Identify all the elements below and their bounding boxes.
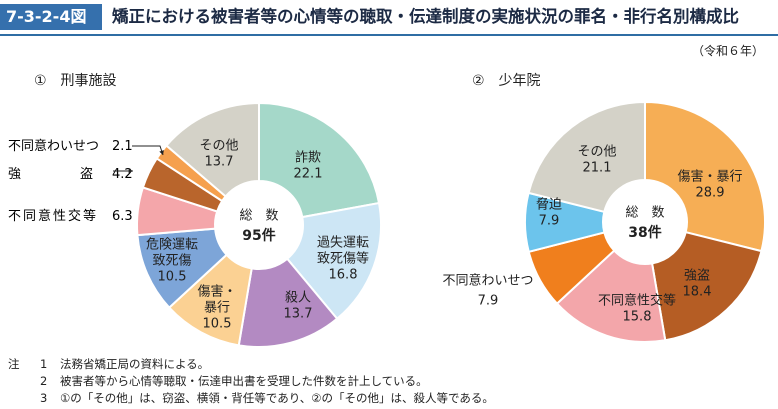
slice-label-outside: 不同意わいせつ 7.9 [442, 273, 533, 309]
note-number: 1 [40, 357, 48, 371]
leader-arrowhead [159, 150, 164, 155]
slice-label-outside: 強盗 4.2 [8, 166, 133, 182]
note-row: 3 ①の「その他」は、窃盗、横領・背任等であり、②の「その他」は、殺人等である。 [8, 390, 494, 407]
figure-title: 矯正における被害者等の心情等の聴取・伝達制度の実施状況の罪名・非行名別構成比 [112, 7, 739, 26]
donut-slice-prison-2 [237, 257, 339, 348]
slice-label: 過失運転致死傷等 16.8 [317, 236, 369, 283]
slice-label: 危険運転致死傷 10.5 [146, 238, 198, 285]
slice-label: 強盗 18.4 [683, 268, 712, 300]
note-text: ①の「その他」は、窃盗、横領・背任等であり、②の「その他」は、殺人等である。 [60, 391, 494, 405]
slice-label: 詐欺 22.1 [294, 150, 323, 182]
donut-slice-juvenile-2 [555, 249, 667, 343]
note-number: 2 [40, 374, 48, 388]
center-total-label: 総 数 [239, 209, 278, 224]
note-row: 注 1 法務省矯正局の資料による。 [8, 356, 494, 373]
leader-arrowhead [128, 168, 133, 174]
slice-label: 脅迫 7.9 [536, 198, 562, 229]
donut-slice-prison-0 [258, 101, 381, 219]
notes-label: 注 [8, 357, 20, 371]
donut-slice-prison-1 [285, 201, 382, 321]
slice-label: その他 21.1 [577, 145, 616, 176]
slice-label: 傷害・暴行 10.5 [197, 284, 236, 332]
chart-title-prison: ① 刑事施設 [34, 73, 117, 89]
center-total-value: 38件 [628, 224, 661, 241]
chart-title-juvenile: ② 少年院 [472, 73, 541, 89]
donut-slice-juvenile-0 [644, 100, 766, 253]
slice-label: 傷害・暴行 28.9 [677, 169, 742, 201]
donut-slice-juvenile-1 [650, 230, 763, 342]
note-text: 法務省矯正局の資料による。 [60, 357, 210, 371]
notes: 注 1 法務省矯正局の資料による。 2 被害者等から心情等聴取・伝達申出書を受理… [8, 356, 494, 407]
note-number: 3 [40, 391, 48, 405]
year-note: （令和６年） [691, 44, 764, 58]
title-bar: 7-3-2-4図 矯正における被害者等の心情等の聴取・伝達制度の実施状況の罪名・… [0, 0, 778, 36]
donut-slice-prison-8 [165, 101, 260, 198]
slice-label-outside: 不同意わいせつ 2.1 [8, 138, 133, 154]
slice-label: 殺人 13.7 [284, 291, 313, 322]
slice-label: その他 13.7 [199, 139, 238, 170]
slice-label: 不同意性交等 15.8 [598, 293, 676, 325]
donut-slice-juvenile-5 [527, 100, 646, 214]
center-total-value: 95件 [242, 227, 275, 244]
slice-label-outside: 不同意性交等 6.3 [8, 208, 133, 224]
note-text: 被害者等から心情等聴取・伝達申出書を受理した件数を計上している。 [60, 374, 428, 388]
note-row: 2 被害者等から心情等聴取・伝達申出書を受理した件数を計上している。 [8, 373, 494, 390]
figure-number: 7-3-2-4図 [0, 4, 102, 30]
leader-line [132, 145, 164, 156]
center-total-label: 総 数 [625, 206, 664, 221]
